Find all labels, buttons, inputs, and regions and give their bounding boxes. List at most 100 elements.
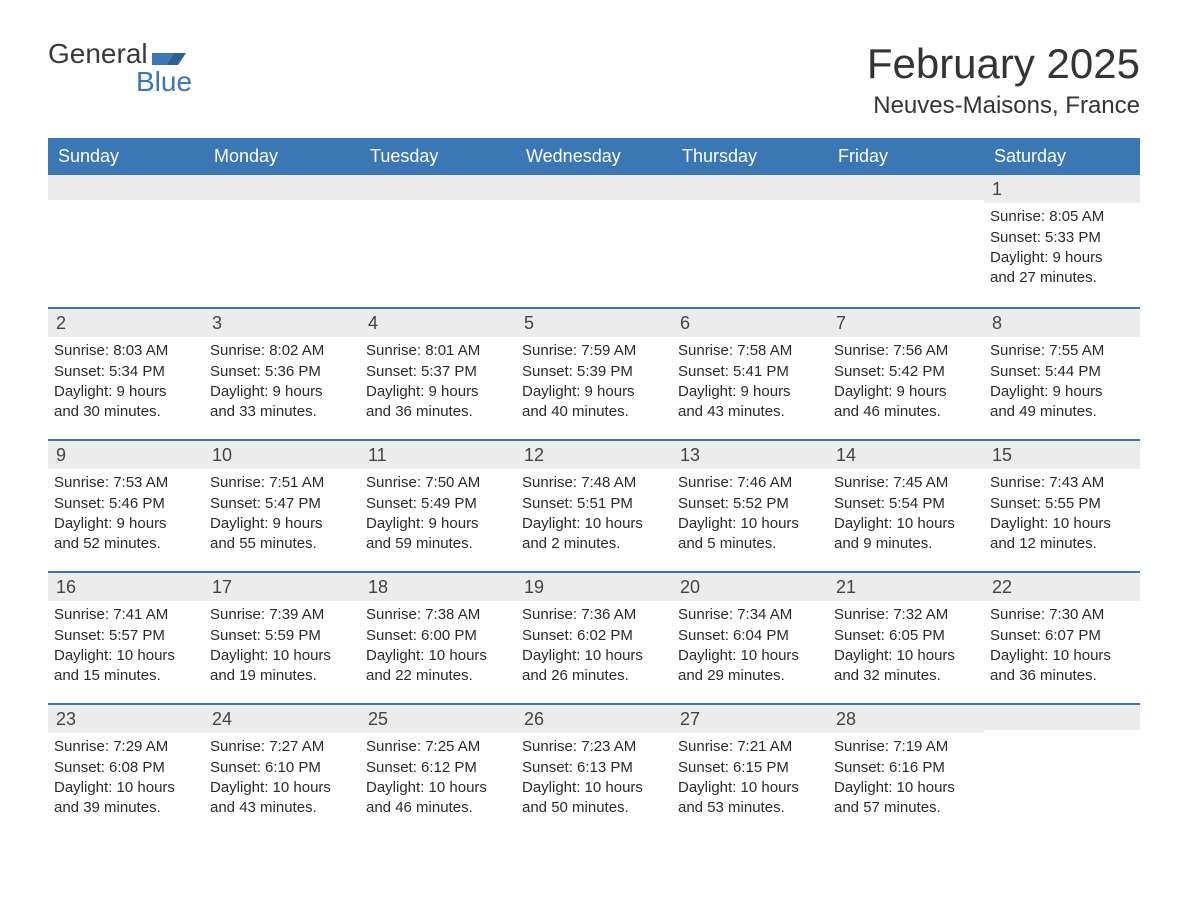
day-cell: 17Sunrise: 7:39 AMSunset: 5:59 PMDayligh… bbox=[204, 573, 360, 703]
sunset-text: Sunset: 5:51 PM bbox=[522, 494, 666, 514]
sunrise-text: Sunrise: 8:05 AM bbox=[990, 207, 1134, 227]
day-number bbox=[360, 175, 516, 200]
day-cell bbox=[672, 175, 828, 307]
sunrise-text: Sunrise: 7:39 AM bbox=[210, 605, 354, 625]
day-number: 15 bbox=[984, 441, 1140, 469]
day-number: 18 bbox=[360, 573, 516, 601]
daylight-line-1: Daylight: 10 hours bbox=[678, 646, 822, 666]
daylight-line-2: and 30 minutes. bbox=[54, 402, 198, 422]
day-number: 5 bbox=[516, 309, 672, 337]
daylight-line-2: and 9 minutes. bbox=[834, 534, 978, 554]
daylight-line-1: Daylight: 10 hours bbox=[990, 514, 1134, 534]
day-number bbox=[672, 175, 828, 200]
daylight-line-2: and 46 minutes. bbox=[834, 402, 978, 422]
daylight-line-1: Daylight: 10 hours bbox=[54, 646, 198, 666]
daylight-line-2: and 26 minutes. bbox=[522, 666, 666, 686]
calendar: Sunday Monday Tuesday Wednesday Thursday… bbox=[48, 138, 1140, 835]
sunrise-text: Sunrise: 7:58 AM bbox=[678, 341, 822, 361]
sunrise-text: Sunrise: 7:43 AM bbox=[990, 473, 1134, 493]
daylight-line-2: and 43 minutes. bbox=[210, 798, 354, 818]
daylight-line-2: and 29 minutes. bbox=[678, 666, 822, 686]
daylight-line-1: Daylight: 9 hours bbox=[54, 382, 198, 402]
sunrise-text: Sunrise: 7:41 AM bbox=[54, 605, 198, 625]
daylight-line-1: Daylight: 9 hours bbox=[210, 514, 354, 534]
day-of-week-header: Sunday Monday Tuesday Wednesday Thursday… bbox=[48, 138, 1140, 175]
sunset-text: Sunset: 6:13 PM bbox=[522, 758, 666, 778]
title-block: February 2025 Neuves-Maisons, France bbox=[867, 40, 1140, 120]
sunrise-text: Sunrise: 7:59 AM bbox=[522, 341, 666, 361]
day-number: 9 bbox=[48, 441, 204, 469]
sunset-text: Sunset: 6:00 PM bbox=[366, 626, 510, 646]
day-number bbox=[204, 175, 360, 200]
daylight-line-2: and 52 minutes. bbox=[54, 534, 198, 554]
sunset-text: Sunset: 5:52 PM bbox=[678, 494, 822, 514]
day-number bbox=[984, 705, 1140, 730]
sunrise-text: Sunrise: 7:34 AM bbox=[678, 605, 822, 625]
daylight-line-2: and 55 minutes. bbox=[210, 534, 354, 554]
sunrise-text: Sunrise: 8:01 AM bbox=[366, 341, 510, 361]
sunset-text: Sunset: 5:54 PM bbox=[834, 494, 978, 514]
daylight-line-2: and 43 minutes. bbox=[678, 402, 822, 422]
day-number: 16 bbox=[48, 573, 204, 601]
daylight-line-1: Daylight: 9 hours bbox=[834, 382, 978, 402]
sunset-text: Sunset: 5:37 PM bbox=[366, 362, 510, 382]
sunrise-text: Sunrise: 7:29 AM bbox=[54, 737, 198, 757]
sunset-text: Sunset: 5:44 PM bbox=[990, 362, 1134, 382]
daylight-line-2: and 33 minutes. bbox=[210, 402, 354, 422]
day-number: 25 bbox=[360, 705, 516, 733]
day-number: 28 bbox=[828, 705, 984, 733]
sunrise-text: Sunrise: 7:51 AM bbox=[210, 473, 354, 493]
dow-wednesday: Wednesday bbox=[516, 138, 672, 175]
daylight-line-1: Daylight: 10 hours bbox=[834, 646, 978, 666]
daylight-line-1: Daylight: 9 hours bbox=[522, 382, 666, 402]
sunrise-text: Sunrise: 7:48 AM bbox=[522, 473, 666, 493]
day-cell: 20Sunrise: 7:34 AMSunset: 6:04 PMDayligh… bbox=[672, 573, 828, 703]
day-number: 23 bbox=[48, 705, 204, 733]
daylight-line-2: and 53 minutes. bbox=[678, 798, 822, 818]
header: General Blue February 2025 Neuves-Maison… bbox=[48, 40, 1140, 120]
sunset-text: Sunset: 6:05 PM bbox=[834, 626, 978, 646]
daylight-line-1: Daylight: 9 hours bbox=[54, 514, 198, 534]
sunrise-text: Sunrise: 7:32 AM bbox=[834, 605, 978, 625]
daylight-line-1: Daylight: 9 hours bbox=[210, 382, 354, 402]
daylight-line-2: and 46 minutes. bbox=[366, 798, 510, 818]
day-number: 7 bbox=[828, 309, 984, 337]
day-cell: 16Sunrise: 7:41 AMSunset: 5:57 PMDayligh… bbox=[48, 573, 204, 703]
day-cell bbox=[48, 175, 204, 307]
sunset-text: Sunset: 6:15 PM bbox=[678, 758, 822, 778]
daylight-line-2: and 32 minutes. bbox=[834, 666, 978, 686]
sunset-text: Sunset: 6:08 PM bbox=[54, 758, 198, 778]
sunrise-text: Sunrise: 8:02 AM bbox=[210, 341, 354, 361]
daylight-line-1: Daylight: 10 hours bbox=[834, 778, 978, 798]
day-number: 10 bbox=[204, 441, 360, 469]
week-row: 9Sunrise: 7:53 AMSunset: 5:46 PMDaylight… bbox=[48, 439, 1140, 571]
sunrise-text: Sunrise: 7:27 AM bbox=[210, 737, 354, 757]
day-number: 24 bbox=[204, 705, 360, 733]
daylight-line-1: Daylight: 10 hours bbox=[990, 646, 1134, 666]
sunrise-text: Sunrise: 7:46 AM bbox=[678, 473, 822, 493]
daylight-line-1: Daylight: 9 hours bbox=[366, 514, 510, 534]
daylight-line-1: Daylight: 10 hours bbox=[210, 646, 354, 666]
daylight-line-1: Daylight: 10 hours bbox=[522, 514, 666, 534]
day-number: 27 bbox=[672, 705, 828, 733]
day-cell: 18Sunrise: 7:38 AMSunset: 6:00 PMDayligh… bbox=[360, 573, 516, 703]
day-number: 12 bbox=[516, 441, 672, 469]
month-title: February 2025 bbox=[867, 40, 1140, 88]
dow-sunday: Sunday bbox=[48, 138, 204, 175]
week-row: 23 Sunrise: 7:29 AMSunset: 6:08 PM Dayligh… bbox=[48, 703, 1140, 835]
day-cell: 4Sunrise: 8:01 AMSunset: 5:37 PMDaylight… bbox=[360, 309, 516, 439]
day-cell: 11Sunrise: 7:50 AMSunset: 5:49 PMDayligh… bbox=[360, 441, 516, 571]
dow-saturday: Saturday bbox=[984, 138, 1140, 175]
daylight-line-1: Daylight: 10 hours bbox=[366, 646, 510, 666]
sunset-text: Sunset: 5:41 PM bbox=[678, 362, 822, 382]
day-cell: 25Sunrise: 7:25 AMSunset: 6:12 PMDayligh… bbox=[360, 705, 516, 835]
day-cell: 15Sunrise: 7:43 AMSunset: 5:55 PMDayligh… bbox=[984, 441, 1140, 571]
daylight-line-1: Daylight: 9 hours bbox=[990, 382, 1134, 402]
sunset-text: Sunset: 6:16 PM bbox=[834, 758, 978, 778]
sunset-text: Sunset: 5:36 PM bbox=[210, 362, 354, 382]
day-number: 3 bbox=[204, 309, 360, 337]
day-cell: 14Sunrise: 7:45 AMSunset: 5:54 PMDayligh… bbox=[828, 441, 984, 571]
sunset-text: Sunset: 6:07 PM bbox=[990, 626, 1134, 646]
daylight-line-2: and 50 minutes. bbox=[522, 798, 666, 818]
brand-line-1: General bbox=[48, 40, 192, 68]
